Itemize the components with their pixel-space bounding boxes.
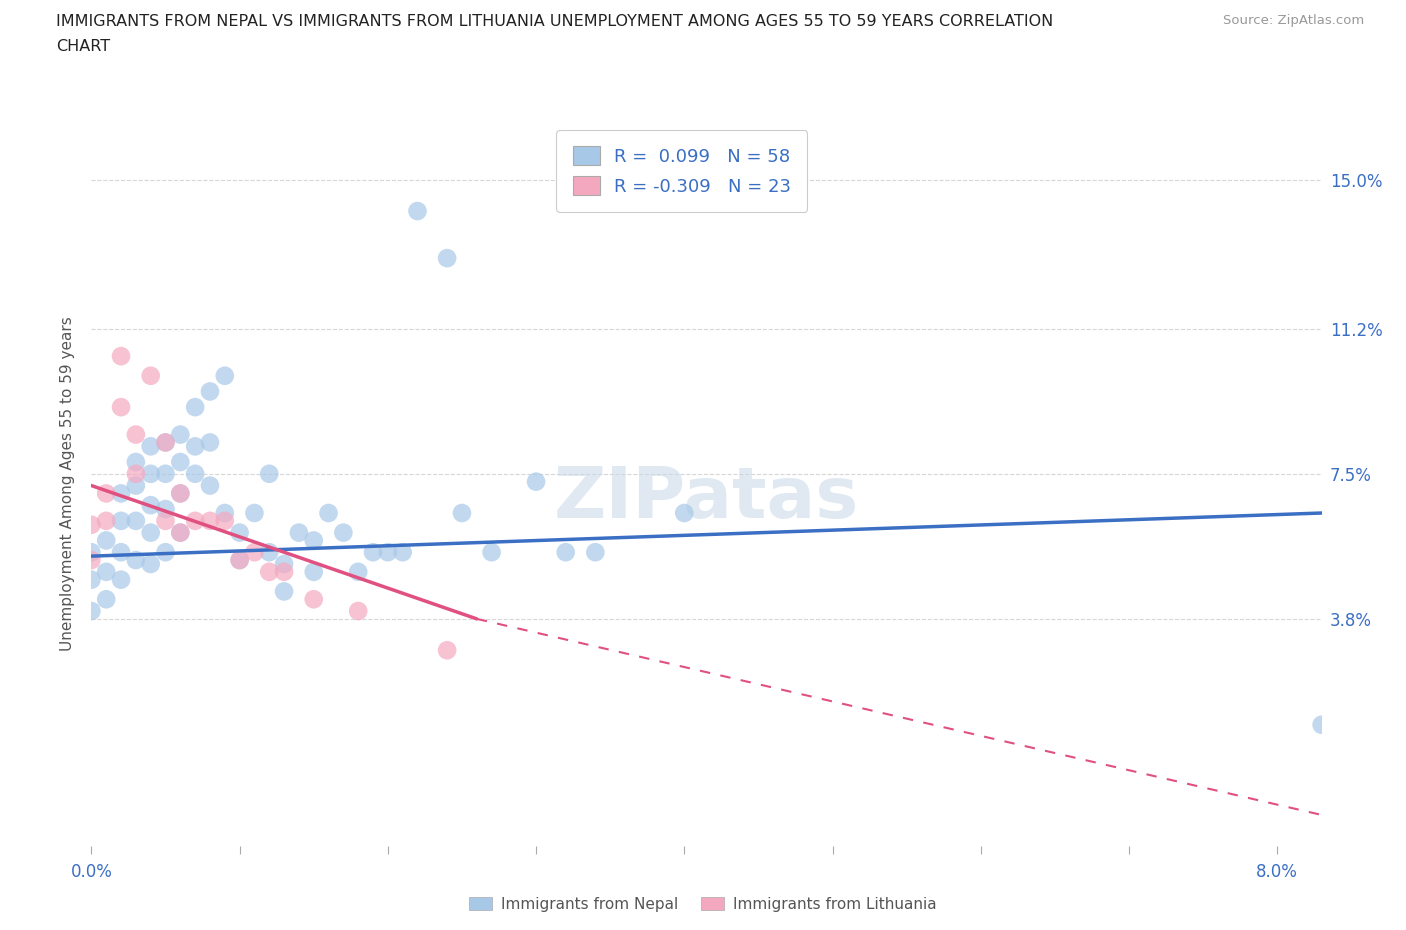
Point (198, 478, 221, 493)
Point (347, 565, 370, 579)
Point (80, 517, 103, 532)
Point (288, 525, 311, 540)
Point (110, 513, 132, 528)
Point (228, 552, 250, 567)
Point (214, 368, 236, 383)
Point (391, 545, 413, 560)
Point (259, 545, 281, 560)
Point (243, 506, 266, 521)
Point (125, 427, 148, 442)
Point (125, 513, 148, 528)
Point (377, 545, 399, 560)
Point (169, 525, 191, 540)
Point (80, 552, 103, 567)
Legend: R =  0.099   N = 58, R = -0.309   N = 23: R = 0.099 N = 58, R = -0.309 N = 23 (557, 130, 807, 212)
Point (125, 466, 148, 481)
Point (125, 478, 148, 493)
Text: CHART: CHART (56, 39, 110, 54)
Point (125, 455, 148, 470)
Point (259, 466, 281, 481)
Point (451, 506, 474, 521)
Point (184, 439, 207, 454)
Point (155, 545, 177, 560)
Point (273, 584, 295, 599)
Point (184, 513, 207, 528)
Point (169, 486, 191, 501)
Point (673, 506, 696, 521)
Point (198, 435, 221, 450)
Point (96, 565, 118, 579)
Point (259, 565, 281, 579)
Point (96, 591, 118, 606)
Y-axis label: Unemployment Among Ages 55 to 59 years: Unemployment Among Ages 55 to 59 years (60, 316, 76, 651)
Point (96, 513, 118, 528)
Legend: Immigrants from Nepal, Immigrants from Lithuania: Immigrants from Nepal, Immigrants from L… (463, 890, 943, 918)
Point (1310, 717, 1333, 732)
Point (80, 572, 103, 587)
Point (214, 513, 236, 528)
Point (139, 525, 162, 540)
Point (139, 439, 162, 454)
Point (96, 533, 118, 548)
Point (214, 506, 236, 521)
Point (155, 466, 177, 481)
Point (243, 545, 266, 560)
Point (155, 435, 177, 450)
Point (80, 604, 103, 618)
Point (406, 204, 429, 219)
Point (155, 501, 177, 516)
Point (436, 251, 458, 266)
Point (228, 552, 250, 567)
Point (524, 474, 547, 489)
Point (583, 545, 606, 560)
Point (139, 368, 162, 383)
Point (110, 400, 132, 415)
Point (110, 349, 132, 364)
Text: IMMIGRANTS FROM NEPAL VS IMMIGRANTS FROM LITHUANIA UNEMPLOYMENT AMONG AGES 55 TO: IMMIGRANTS FROM NEPAL VS IMMIGRANTS FROM… (56, 14, 1053, 29)
Point (125, 552, 148, 567)
Point (302, 533, 325, 548)
Point (96, 486, 118, 501)
Point (318, 506, 340, 521)
Point (184, 466, 207, 481)
Point (332, 525, 354, 540)
Text: Source: ZipAtlas.com: Source: ZipAtlas.com (1223, 14, 1364, 27)
Point (139, 556, 162, 571)
Point (273, 556, 295, 571)
Point (155, 435, 177, 450)
Point (169, 455, 191, 470)
Point (80, 545, 103, 560)
Point (184, 400, 207, 415)
Point (110, 545, 132, 560)
Point (198, 513, 221, 528)
Point (155, 513, 177, 528)
Point (361, 545, 384, 560)
Point (139, 466, 162, 481)
Point (347, 604, 370, 618)
Point (169, 427, 191, 442)
Text: ZIPatas: ZIPatas (554, 464, 859, 533)
Point (436, 643, 458, 658)
Point (110, 572, 132, 587)
Point (139, 498, 162, 512)
Point (302, 591, 325, 606)
Point (169, 486, 191, 501)
Point (198, 384, 221, 399)
Point (110, 486, 132, 501)
Point (273, 565, 295, 579)
Point (481, 545, 503, 560)
Point (302, 565, 325, 579)
Point (554, 545, 576, 560)
Point (228, 525, 250, 540)
Point (169, 525, 191, 540)
